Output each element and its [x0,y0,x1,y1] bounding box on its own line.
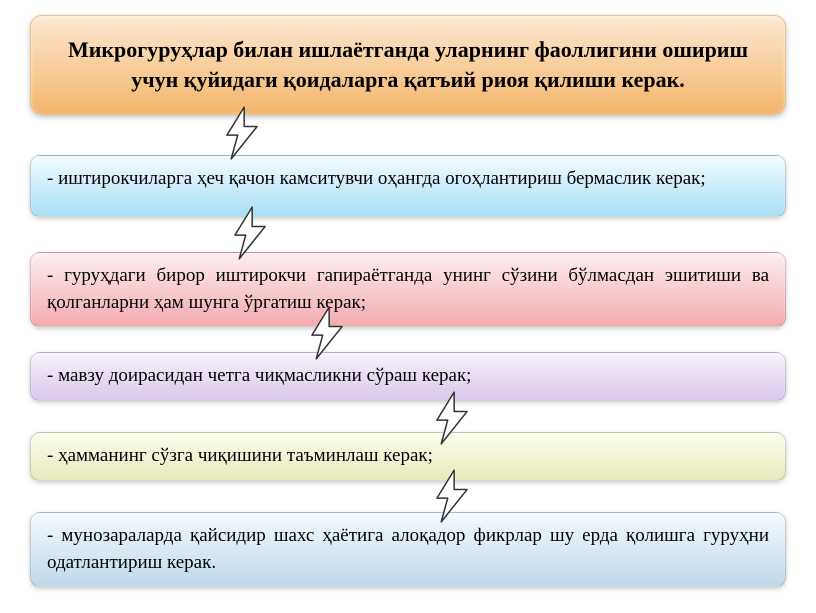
header-text: Микрогуруҳлар билан ишлаётганда уларнинг… [51,35,765,94]
rule-text-4: - ҳамманинг сўзга чиқишини таъминлаш кер… [47,445,433,466]
rule-text-5: - мунозараларда қайсидир шахс ҳаётига ал… [47,525,769,573]
rule-box-5: - мунозараларда қайсидир шахс ҳаётига ал… [30,512,786,587]
rule-box-2: - гуруҳдаги бирор иштирокчи гапираётганд… [30,252,786,327]
rule-text-3: - мавзу доирасидан четга чиқмасликни сўр… [47,365,471,386]
rule-box-4: - ҳамманинг сўзга чиқишини таъминлаш кер… [30,432,786,481]
rule-box-1: - иштирокчиларга ҳеч қачон камситувчи оҳ… [30,155,786,217]
rule-box-3: - мавзу доирасидан четга чиқмасликни сўр… [30,352,786,401]
header-box: Микрогуруҳлар билан ишлаётганда уларнинг… [30,15,786,115]
rule-text-1: - иштирокчиларга ҳеч қачон камситувчи оҳ… [47,168,706,189]
rule-text-2: - гуруҳдаги бирор иштирокчи гапираётганд… [47,265,769,313]
